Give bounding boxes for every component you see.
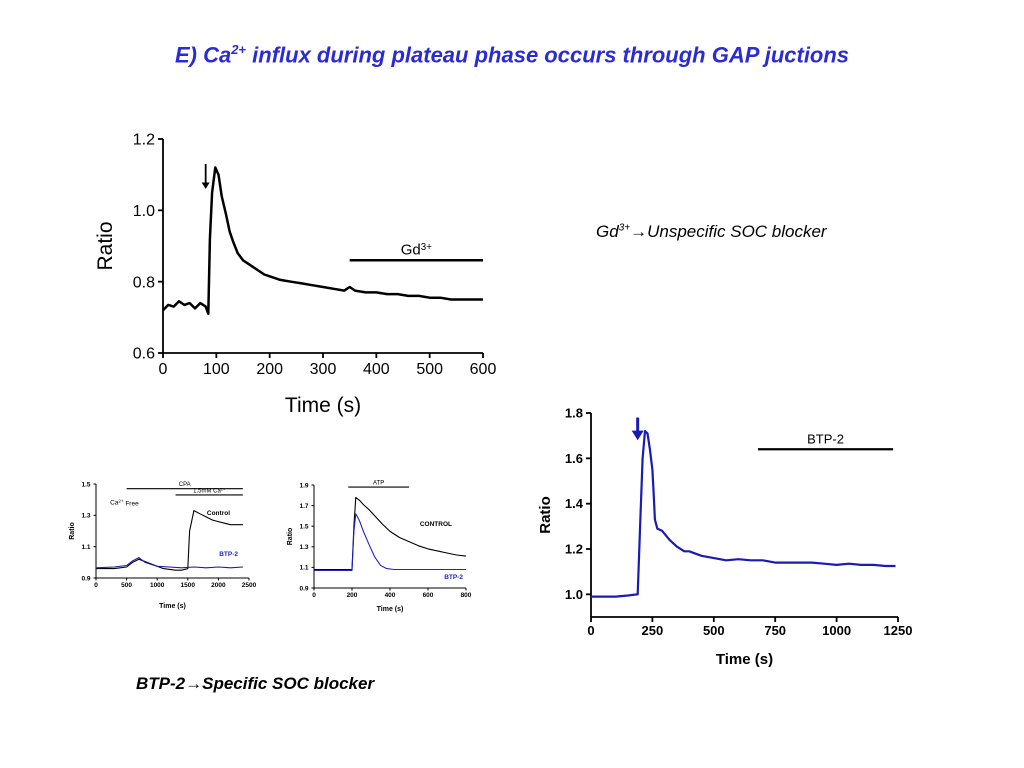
cpa-chart-treatment-label-0: CPA (179, 482, 191, 488)
cpa-chart-y-tick-label: 1.3 (81, 513, 90, 520)
atp-chart-y-tick-label: 1.7 (299, 503, 308, 510)
cpa-chart-y-label: Ratio (69, 522, 76, 540)
atp-chart-y-label: Ratio (287, 528, 294, 546)
cpa-chart-series-label-1: BTP-2 (219, 551, 238, 558)
gd-chart-x-tick-label: 600 (470, 361, 497, 378)
btp-chart-x-tick-label: 0 (587, 623, 594, 638)
atp-chart-series-label-0: CONTROL (420, 521, 452, 528)
cpa-chart-treatment-label-1: 1.5mM Ca2+ (193, 487, 226, 495)
cpa-chart-y-tick-label: 0.9 (81, 575, 90, 582)
cpa-chart-series-label-0: Control (207, 510, 230, 517)
cpa-chart-x-tick-label: 1000 (150, 582, 165, 589)
atp-chart-x-tick-label: 0 (312, 592, 316, 599)
btp-chart-y-tick-label: 1.8 (565, 406, 583, 421)
atp-chart-x-tick-label: 400 (385, 592, 396, 599)
btp-chart-y-tick-label: 1.0 (565, 587, 583, 602)
gd-chart-treatment-label-0: Gd3+ (401, 241, 432, 258)
cpa-chart-y-tick-label: 1.1 (81, 544, 90, 551)
gd-chart-x-tick-label: 100 (203, 361, 230, 378)
btp-chart-y-tick-label: 1.6 (565, 451, 583, 466)
atp-chart-x-tick-label: 200 (347, 592, 358, 599)
gd-note: Gd3+→Unspecific SOC blocker (596, 222, 827, 241)
cpa-chart-annotation-2: Ca2+ Free (110, 498, 139, 507)
cpa-chart-x-tick-label: 0 (94, 582, 98, 589)
cpa-chart-series-1 (95, 557, 243, 569)
cpa-chart-series-0 (96, 510, 243, 571)
gd-chart-y-tick-label: 1.2 (133, 132, 155, 149)
atp-chart-y-tick-label: 1.9 (299, 482, 308, 489)
gd-chart-x-tick-label: 500 (416, 361, 443, 378)
cpa-chart-x-label: Time (s) (159, 603, 186, 610)
cpa-chart-x-tick-label: 1500 (181, 582, 196, 589)
atp-chart-x-tick-label: 800 (461, 592, 472, 599)
cpa-chart-x-tick-label: 2000 (211, 582, 226, 589)
btp-chart-x-tick-label: 750 (764, 623, 786, 638)
gd-chart-x-tick-label: 400 (363, 361, 390, 378)
btp-chart-x-label: Time (s) (716, 651, 773, 668)
atp-chart-series-0 (314, 496, 467, 571)
gd-chart-x-tick-label: 0 (159, 361, 168, 378)
btp-chart-y-tick-label: 1.2 (565, 542, 583, 557)
atp-chart-y-tick-label: 0.9 (299, 585, 308, 592)
btp-chart-x-tick-label: 1000 (822, 623, 851, 638)
gd-chart-y-tick-label: 0.6 (133, 346, 155, 363)
cpa-chart-y-tick-label: 1.5 (81, 481, 90, 488)
atp-chart-x-label: Time (s) (377, 606, 404, 613)
gd-chart-y-tick-label: 0.8 (133, 274, 155, 291)
atp-chart-series-label-1: BTP-2 (444, 574, 463, 581)
btp-chart-y-label: Ratio (537, 496, 554, 534)
btp-note: BTP-2→Specific SOC blocker (136, 674, 375, 693)
cpa-chart-x-tick-label: 2500 (242, 582, 257, 589)
atp-chart-x-tick-label: 600 (423, 592, 434, 599)
cpa-chart-x-tick-label: 500 (121, 582, 132, 589)
atp-chart-y-tick-label: 1.3 (299, 544, 308, 551)
atp-chart-y-tick-label: 1.5 (299, 523, 308, 530)
btp-chart-series-0 (591, 430, 896, 598)
btp-chart-treatment-label-0: BTP-2 (807, 431, 844, 446)
atp-chart-y-tick-label: 1.1 (299, 565, 308, 572)
btp-chart-x-tick-label: 250 (642, 623, 664, 638)
gd-chart-y-tick-label: 1.0 (133, 203, 155, 220)
gd-chart-x-label: Time (s) (285, 394, 361, 417)
gd-chart-y-label: Ratio (94, 221, 117, 270)
gd-chart-stimulus-arrowhead (201, 182, 210, 189)
slide-title: E) Ca2+ influx during plateau phase occu… (174, 42, 850, 68)
btp-chart-y-tick-label: 1.4 (565, 496, 584, 511)
gd-chart-x-tick-label: 300 (310, 361, 337, 378)
btp-chart-x-tick-label: 500 (703, 623, 725, 638)
gd-chart-x-tick-label: 200 (256, 361, 283, 378)
btp-chart-x-tick-label: 1250 (884, 623, 913, 638)
atp-chart-treatment-label-0: ATP (373, 481, 384, 487)
btp-chart-stimulus-arrowhead (631, 430, 644, 441)
atp-chart-series-1 (314, 513, 466, 572)
gd-chart-series-0 (162, 166, 483, 316)
